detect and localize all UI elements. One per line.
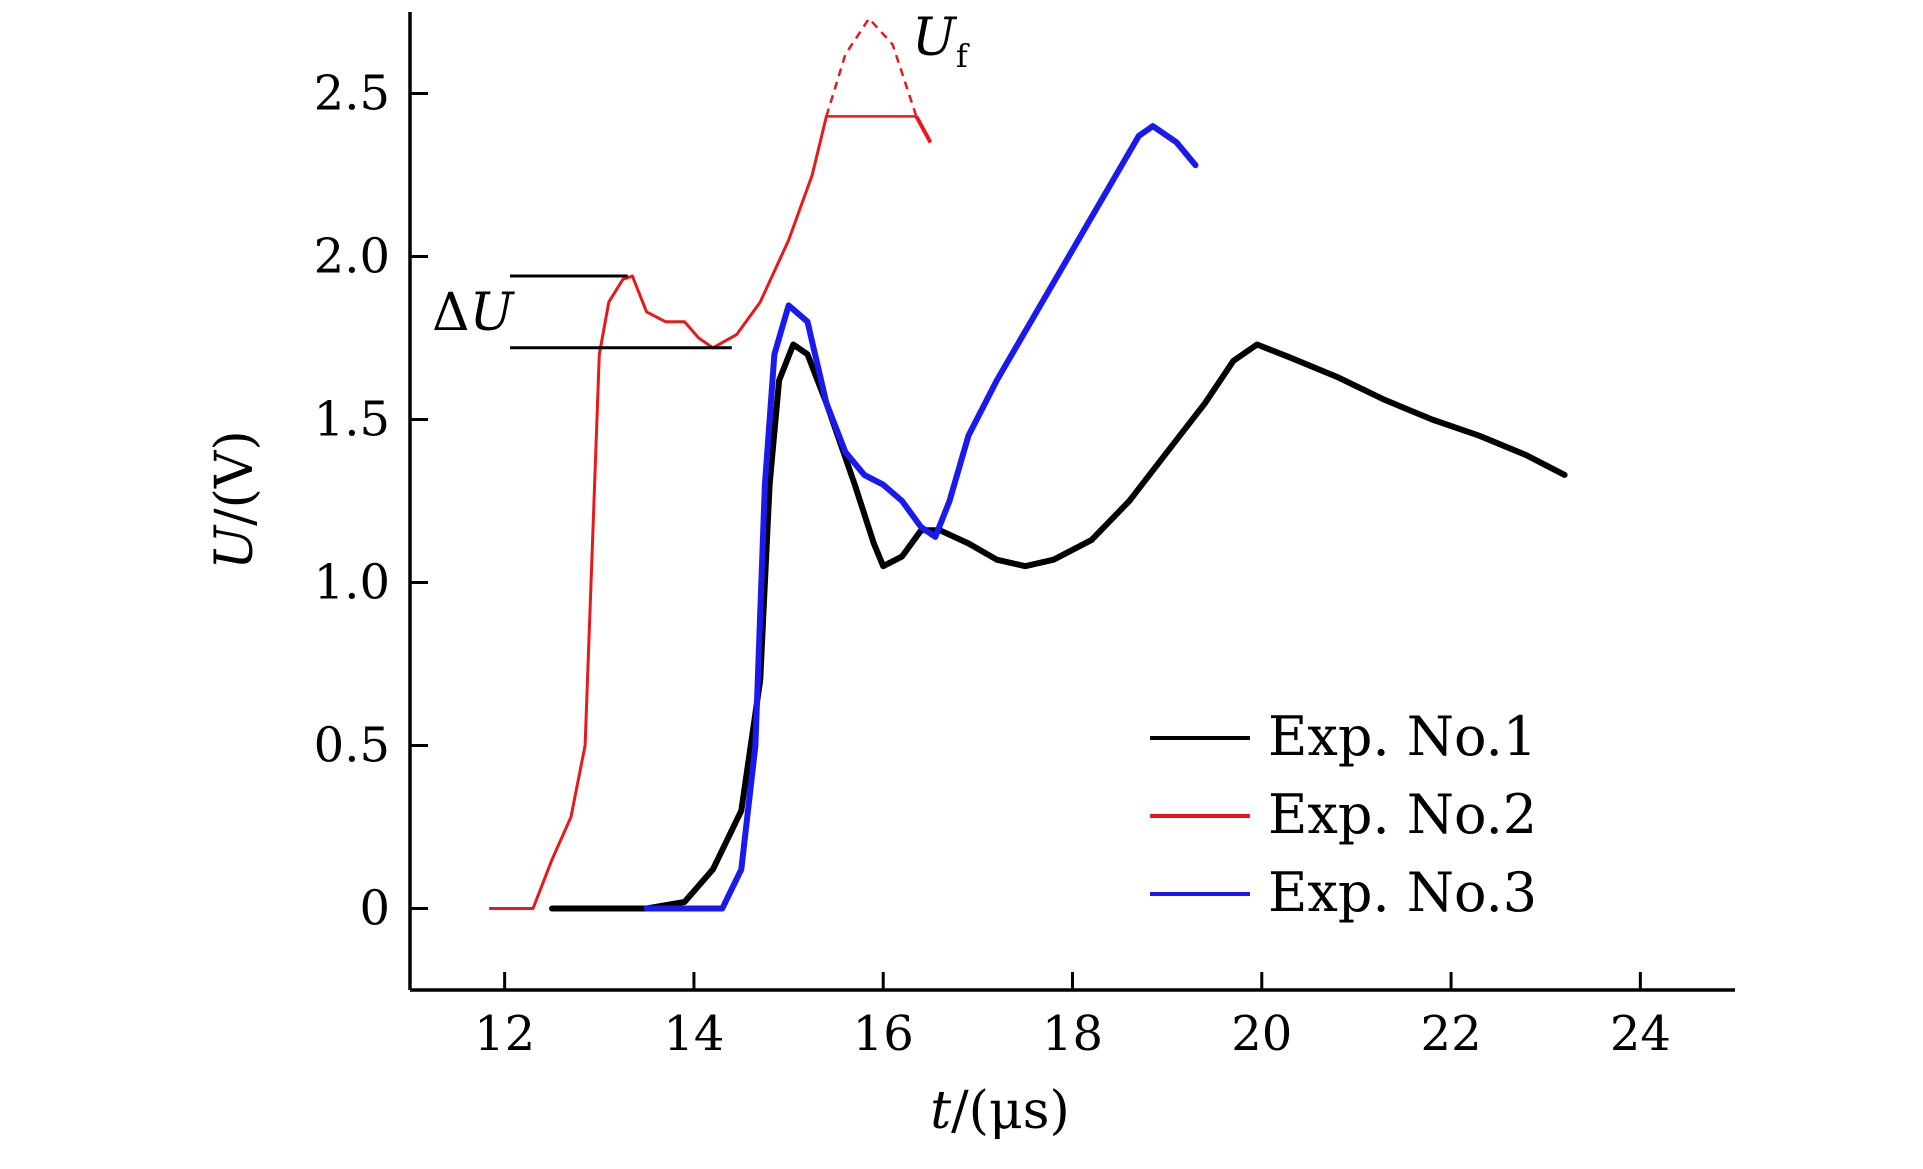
series-2-line <box>488 114 828 910</box>
legend-label-2: Exp. No.2 <box>1268 783 1537 846</box>
x-tick-label: 18 <box>1042 1006 1103 1062</box>
x-tick-label: 20 <box>1231 1006 1292 1062</box>
x-tick-label: 24 <box>1610 1006 1671 1062</box>
annotation-layer: ΔU Uf <box>432 8 970 350</box>
series-2-extrapolated-line <box>825 16 918 117</box>
series-2-tail-line <box>914 115 933 144</box>
x-tick-label: 12 <box>474 1006 535 1062</box>
delta-u-label: ΔU <box>432 283 516 343</box>
x-tick-label: 22 <box>1421 1006 1482 1062</box>
y-tick-label: 0.5 <box>314 718 390 774</box>
x-axis-ticks: 12 14 16 18 20 22 24 <box>474 972 1671 1062</box>
y-axis-title: U/(V) <box>205 430 265 569</box>
series-layer <box>488 16 1568 912</box>
legend-label-3: Exp. No.3 <box>1268 861 1537 924</box>
y-tick-label: 2.5 <box>314 66 390 122</box>
legend-label-1: Exp. No.1 <box>1268 705 1537 768</box>
uf-label: Uf <box>912 8 970 75</box>
series-3-line <box>643 123 1199 912</box>
y-tick-label: 0 <box>359 881 390 937</box>
x-axis-title: t/(μs) <box>930 1081 1069 1141</box>
y-tick-label: 1.5 <box>314 392 390 448</box>
x-tick-label: 16 <box>853 1006 914 1062</box>
x-tick-label: 14 <box>663 1006 724 1062</box>
y-tick-label: 2.0 <box>314 229 390 285</box>
legend: Exp. No.1 Exp. No.2 Exp. No.3 <box>1150 705 1537 924</box>
y-tick-label: 1.0 <box>314 555 390 611</box>
y-axis-ticks: 0 0.5 1.0 1.5 2.0 2.5 <box>314 66 428 937</box>
